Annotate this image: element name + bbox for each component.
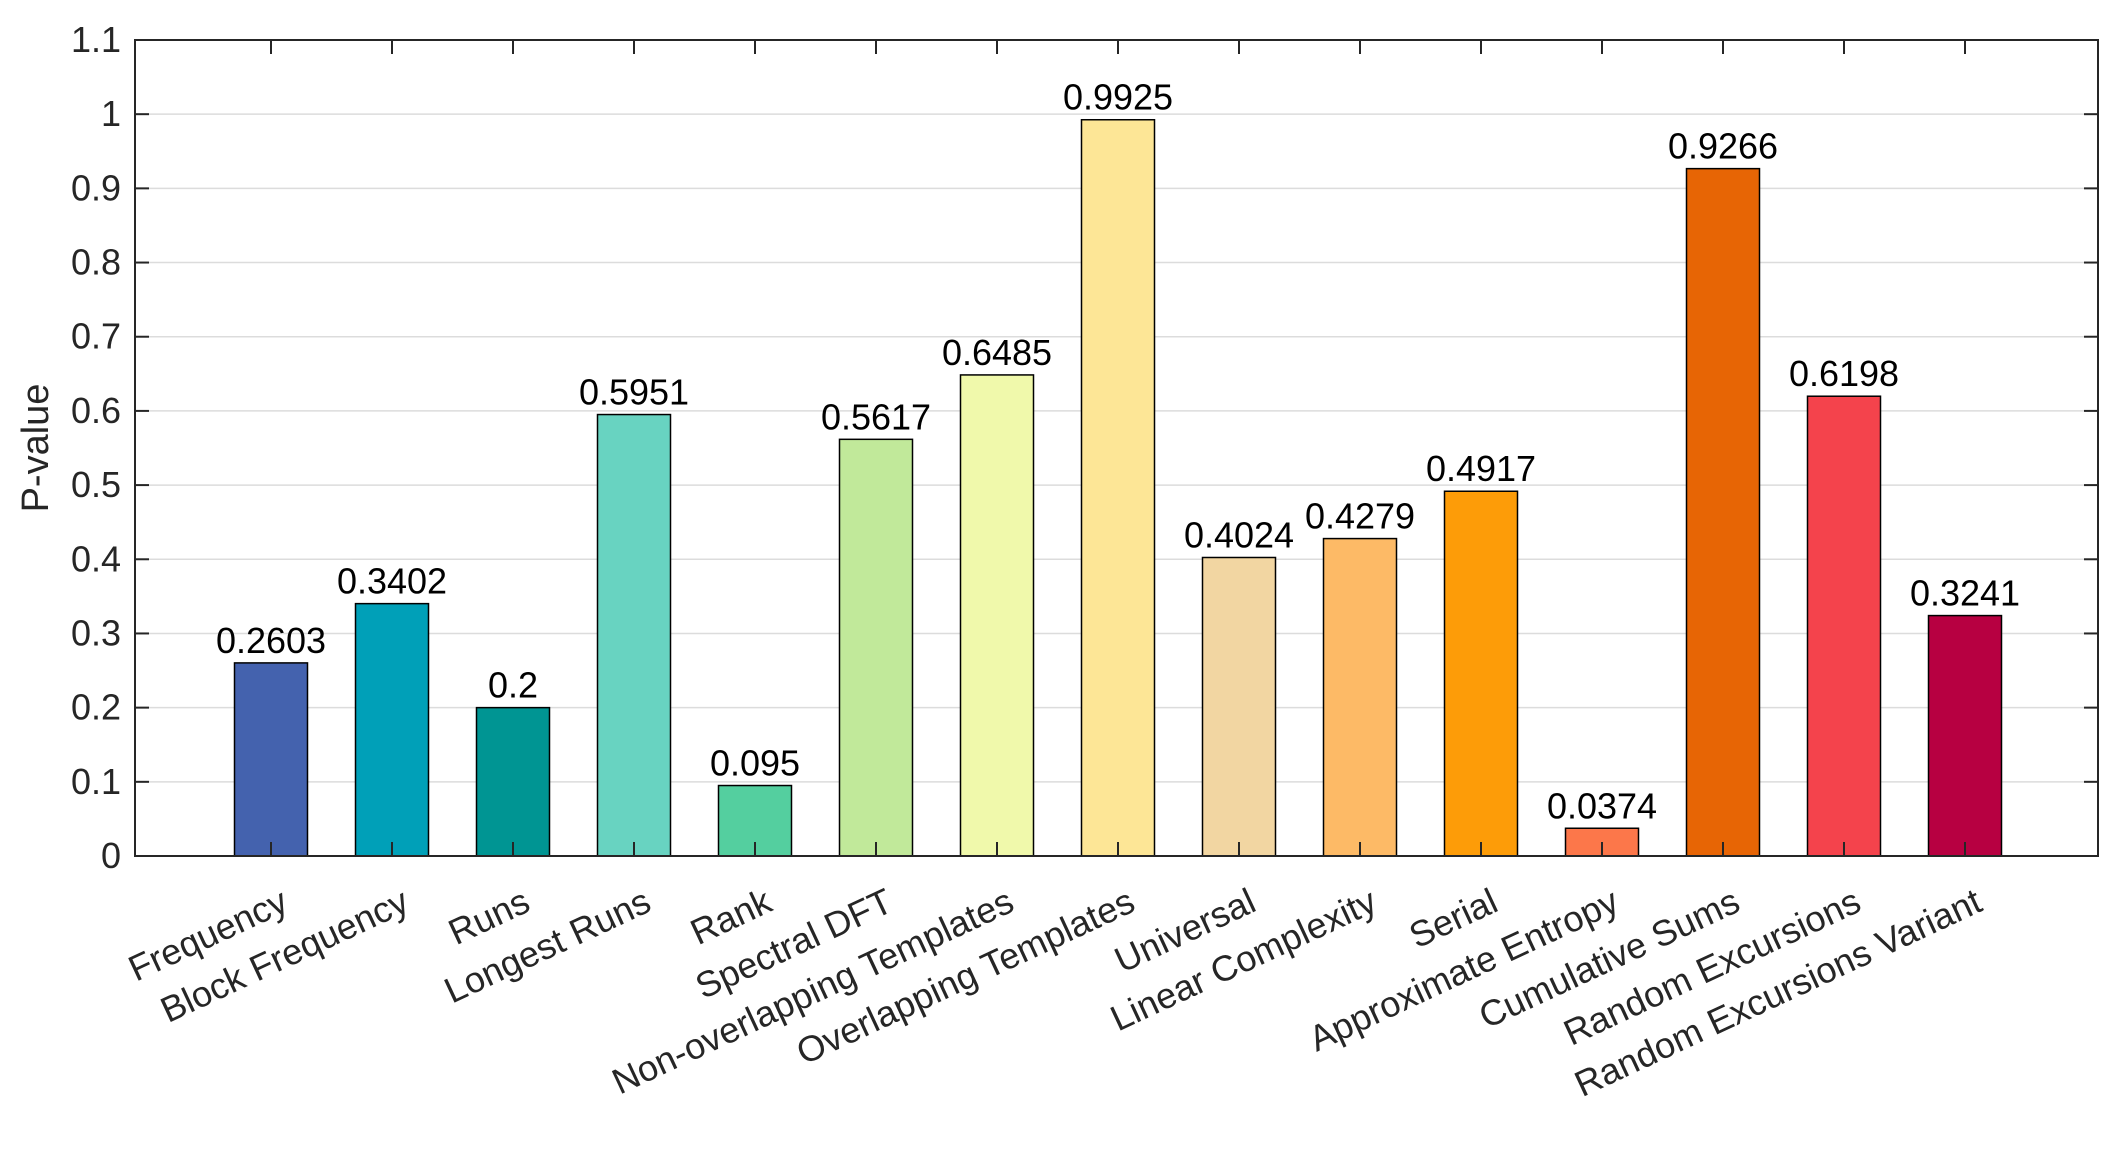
axis-ticks	[135, 39, 2098, 857]
data-label: 0.4279	[1305, 496, 1415, 537]
data-label: 0.9925	[1063, 77, 1173, 118]
y-tick-label: 0.7	[71, 316, 121, 357]
bar-random-excursions	[1806, 395, 1882, 857]
y-tick-label: 0.6	[71, 390, 121, 431]
data-label: 0.9266	[1668, 126, 1778, 167]
y-tick-label: 0.3	[71, 612, 121, 653]
plot-area-frame	[134, 39, 2099, 857]
data-labels: 0.2603 0.3402 0.2 0.5951 0.095 0.5617 0.6485 0.…	[216, 77, 2020, 827]
bar-overlapping-templates	[1080, 118, 1156, 857]
bar-linear-complexity	[1322, 537, 1398, 857]
bar-non-overlapping-templates	[959, 374, 1035, 857]
bars	[233, 118, 2003, 857]
y-axis-label: P-value	[15, 384, 57, 513]
data-label: 0.4917	[1426, 448, 1536, 489]
data-label: 0.5951	[579, 372, 689, 413]
bar-spectral-dft	[838, 438, 914, 857]
y-tick-label: 1.1	[71, 19, 121, 60]
data-label: 0.3402	[337, 561, 447, 602]
bar-longest-runs	[596, 413, 672, 857]
data-label: 0.3241	[1910, 573, 2020, 614]
y-tick-label: 0.1	[71, 761, 121, 802]
y-axis-tick-labels: 0 0.1 0.2 0.3 0.4 0.5 0.6 0.7 0.8 0.9 1 1.1	[71, 19, 121, 876]
bar-universal	[1201, 556, 1277, 857]
y-tick-label: 0.2	[71, 687, 121, 728]
y-tick-label: 0.8	[71, 242, 121, 283]
data-label: 0.5617	[821, 396, 931, 437]
y-tick-label: 0.5	[71, 464, 121, 505]
y-tick-label: 0.4	[71, 538, 121, 579]
bar-runs	[475, 706, 551, 857]
y-tick-label: 0	[101, 835, 121, 876]
y-tick-label: 0.9	[71, 167, 121, 208]
bar-block-frequency	[354, 602, 430, 857]
data-label: 0.0374	[1547, 785, 1657, 826]
data-label: 0.2603	[216, 620, 326, 661]
y-tick-label: 1	[101, 93, 121, 134]
data-label: 0.2	[488, 665, 538, 706]
data-label: 0.4024	[1184, 514, 1294, 555]
data-label: 0.6198	[1789, 353, 1899, 394]
bar-frequency	[233, 662, 309, 857]
bar-random-excursions-variant	[1927, 614, 2003, 857]
data-label: 0.6485	[942, 332, 1052, 373]
data-label: 0.095	[710, 743, 800, 784]
bar-cumulative-sums	[1685, 167, 1761, 857]
bar-serial	[1443, 490, 1519, 857]
